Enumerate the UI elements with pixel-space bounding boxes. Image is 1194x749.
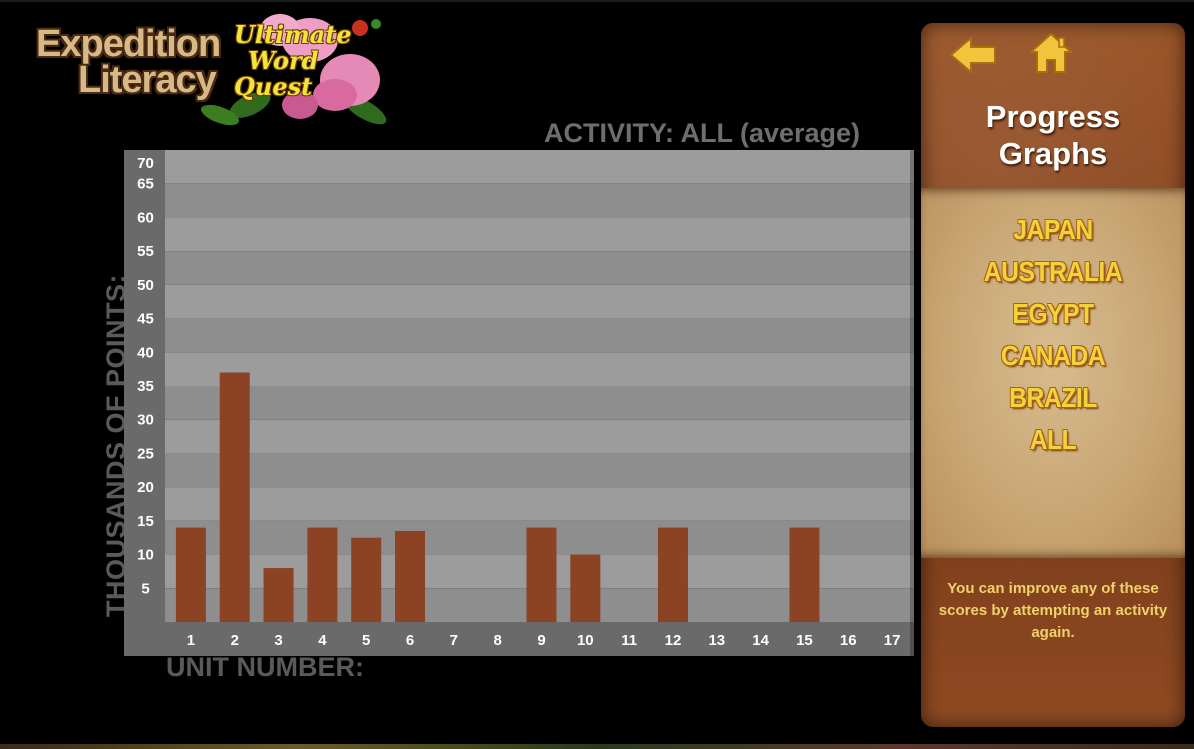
y-tick-label: 25 [137, 445, 154, 462]
x-tick-label: 3 [274, 632, 282, 649]
x-tick-label: 17 [884, 632, 901, 649]
panel-title: Progress Graphs [921, 98, 1185, 172]
back-arrow-icon[interactable] [949, 35, 997, 75]
bar [175, 527, 206, 622]
y-tick-label: 60 [137, 209, 154, 226]
parchment-area [921, 188, 1185, 558]
x-tick-label: 8 [494, 632, 502, 649]
grid-band [165, 487, 914, 521]
bar [263, 568, 294, 622]
hint-text: You can improve any of these scores by a… [938, 580, 1168, 641]
x-tick-label: 10 [577, 632, 594, 649]
y-tick-label: 70 [137, 155, 154, 172]
x-tick-label: 11 [621, 632, 637, 649]
bar [570, 554, 601, 622]
app-logo: Expedition Literacy Ultimate Word Quest [30, 8, 387, 130]
grid-band [165, 318, 914, 353]
y-tick-label: 45 [137, 311, 154, 328]
country-australia[interactable]: AUSTRALIA [983, 256, 1123, 287]
country-egypt[interactable]: EGYPT [1012, 298, 1094, 329]
grid-band [165, 183, 914, 218]
y-tick-label: 40 [137, 344, 154, 361]
panel-header: Progress Graphs [921, 23, 1185, 188]
grid-band [165, 453, 914, 488]
grid-band [165, 386, 914, 420]
y-tick-label: 50 [137, 277, 154, 294]
panel-title-line1: Progress [985, 99, 1121, 134]
x-tick-label: 16 [840, 632, 857, 649]
x-tick-label: 12 [665, 632, 682, 649]
y-tick-label: 15 [137, 513, 154, 530]
bar [395, 530, 426, 622]
country-menu: JAPAN AUSTRALIA EGYPT CANADA BRAZIL ALL [921, 209, 1185, 461]
x-tick-label: 7 [450, 632, 458, 649]
logo-subtitle: Ultimate Word Quest [234, 22, 352, 100]
bar [657, 527, 688, 622]
bar [526, 527, 557, 622]
grid-band [165, 251, 914, 285]
bar [307, 527, 338, 622]
grid-band [165, 150, 914, 184]
country-brazil[interactable]: BRAZIL [1009, 382, 1097, 413]
grid-band [165, 284, 914, 319]
y-tick-label: 35 [137, 378, 154, 395]
logo-line1: Expedition [36, 23, 221, 65]
bar [219, 372, 250, 622]
window-top-border [0, 0, 1194, 2]
window-bottom-border [0, 744, 1194, 749]
x-tick-label: 1 [187, 632, 195, 649]
progress-panel: Progress Graphs JAPAN AUSTRALIA EGYPT CA… [921, 23, 1185, 727]
grid-band [165, 217, 914, 252]
country-japan[interactable]: JAPAN [1013, 214, 1093, 245]
logo-title: Expedition Literacy [36, 23, 221, 101]
x-tick-label: 4 [318, 632, 327, 649]
orchid-flower-icon [201, 14, 387, 126]
x-tick-label: 14 [752, 632, 769, 649]
x-tick-label: 5 [362, 632, 370, 649]
grid-band [165, 352, 914, 386]
home-icon[interactable] [1029, 32, 1073, 74]
bar [351, 537, 382, 622]
logo-sub3: Quest [234, 72, 313, 101]
x-axis-label: UNIT NUMBER: [166, 652, 364, 682]
x-tick-label: 9 [537, 632, 545, 649]
y-tick-label: 65 [137, 176, 154, 193]
logo-line2: Literacy [78, 59, 217, 101]
y-tick-label: 5 [141, 580, 149, 597]
y-tick-label: 30 [137, 412, 154, 429]
country-canada[interactable]: CANADA [1000, 340, 1106, 371]
chart-edge-shadow [910, 150, 914, 656]
x-axis-band [165, 622, 914, 656]
logo-sub2: Word [248, 46, 319, 75]
chart-title: ACTIVITY: ALL (average) [544, 118, 861, 148]
y-tick-label: 10 [137, 547, 154, 564]
bar [789, 527, 820, 622]
panel-title-line2: Graphs [998, 136, 1108, 171]
x-tick-label: 6 [406, 632, 414, 649]
x-tick-label: 13 [708, 632, 725, 649]
y-axis-band [124, 150, 165, 656]
y-tick-label: 55 [137, 243, 154, 260]
x-tick-label: 2 [231, 632, 239, 649]
x-tick-label: 15 [796, 632, 813, 649]
y-tick-label: 20 [137, 479, 154, 496]
grid-band [165, 419, 914, 454]
logo-sub1: Ultimate [234, 20, 352, 49]
country-all[interactable]: ALL [1029, 424, 1077, 455]
